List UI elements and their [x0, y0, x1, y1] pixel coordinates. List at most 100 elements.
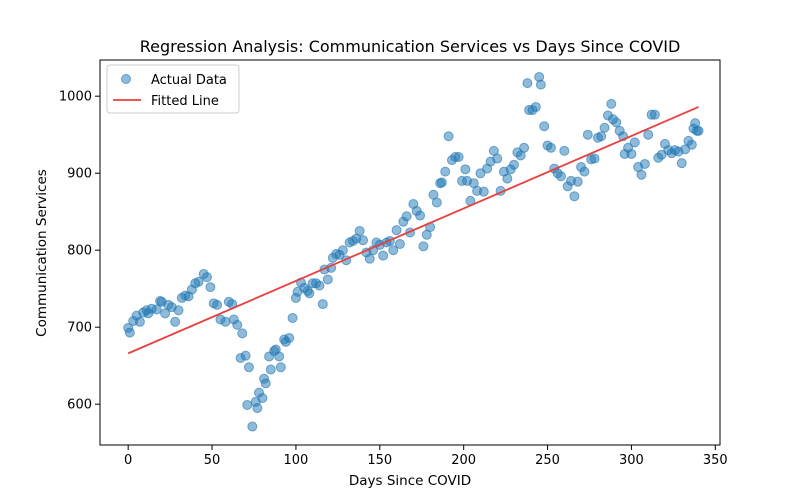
- legend-label-actual-data: Actual Data: [151, 73, 227, 88]
- data-point: [220, 316, 231, 327]
- data-point: [492, 153, 503, 164]
- data-point: [636, 169, 647, 180]
- data-point: [151, 304, 162, 315]
- data-point: [418, 241, 429, 252]
- x-tick-label: 250: [535, 453, 560, 468]
- data-point: [569, 191, 580, 202]
- data-point: [415, 210, 426, 221]
- data-point: [611, 117, 622, 128]
- data-point: [257, 393, 268, 404]
- y-tick-label: 1000: [59, 90, 92, 105]
- data-point: [629, 137, 640, 148]
- data-point: [431, 197, 442, 208]
- data-point: [240, 350, 251, 361]
- legend-scatter-marker: [121, 74, 131, 84]
- data-point: [680, 144, 691, 155]
- chart-title: Regression Analysis: Communication Servi…: [140, 37, 681, 56]
- data-point: [314, 280, 325, 291]
- data-point: [596, 131, 607, 142]
- data-point: [274, 351, 285, 362]
- data-point: [649, 109, 660, 120]
- data-point: [337, 245, 348, 256]
- data-point: [322, 274, 333, 285]
- data-point: [364, 253, 375, 264]
- data-point: [391, 225, 402, 236]
- data-point: [378, 250, 389, 261]
- data-point: [555, 171, 566, 182]
- data-point: [693, 125, 704, 136]
- data-point: [582, 129, 593, 140]
- data-point: [252, 403, 263, 414]
- y-tick-label: 600: [67, 398, 92, 413]
- legend: Actual Data Fitted Line: [106, 64, 240, 114]
- data-point: [443, 131, 454, 142]
- data-point: [287, 312, 298, 323]
- data-point: [535, 79, 546, 90]
- data-point: [284, 332, 295, 343]
- data-point: [232, 319, 243, 330]
- x-tick-label: 200: [451, 453, 476, 468]
- data-point: [475, 168, 486, 179]
- y-tick-label: 900: [67, 167, 92, 182]
- plot-area: [123, 71, 704, 432]
- data-point: [388, 245, 399, 256]
- x-tick-label: 0: [124, 453, 132, 468]
- data-point: [243, 362, 254, 373]
- data-point: [579, 166, 590, 177]
- data-point: [502, 173, 513, 184]
- data-point: [572, 176, 583, 187]
- x-tick-label: 150: [367, 453, 392, 468]
- x-tick-label: 50: [204, 453, 221, 468]
- data-point: [453, 152, 464, 163]
- data-point: [589, 153, 600, 164]
- data-point: [530, 101, 541, 112]
- data-point: [509, 159, 519, 170]
- x-tick-label: 300: [619, 453, 644, 468]
- data-point: [626, 148, 637, 159]
- data-point: [519, 142, 530, 153]
- data-point: [394, 239, 405, 250]
- y-tick-label: 800: [67, 244, 92, 259]
- data-point: [212, 299, 223, 310]
- legend-box: [106, 64, 240, 114]
- data-point: [237, 328, 248, 339]
- data-point: [247, 421, 258, 432]
- data-point: [522, 78, 533, 89]
- data-point: [656, 149, 667, 160]
- data-point: [173, 305, 184, 316]
- data-point: [134, 316, 145, 327]
- data-point: [676, 158, 687, 169]
- data-point: [205, 282, 216, 293]
- x-tick-label: 350: [703, 453, 728, 468]
- data-point: [317, 299, 328, 310]
- legend-label-fitted-line: Fitted Line: [151, 94, 219, 109]
- axes-frame: [99, 59, 721, 446]
- y-axis-label: Communication Services: [34, 169, 50, 337]
- data-point: [460, 164, 471, 175]
- data-point: [160, 308, 171, 319]
- y-tick-label: 700: [67, 321, 92, 336]
- data-point: [478, 186, 489, 197]
- data-point: [559, 145, 570, 156]
- data-point: [686, 139, 697, 150]
- data-point: [436, 177, 447, 188]
- data-point: [170, 316, 181, 327]
- data-point: [599, 122, 610, 133]
- x-tick-label: 100: [284, 453, 309, 468]
- data-point: [265, 364, 276, 375]
- data-point: [354, 225, 365, 236]
- data-point: [202, 272, 213, 283]
- data-point: [242, 399, 253, 410]
- data-point: [275, 362, 286, 373]
- axes: 0 50 100 150 200 250 300 350 600 700 800 900 1000: [59, 59, 728, 468]
- data-point: [260, 378, 271, 389]
- data-point: [401, 211, 412, 222]
- data-point: [545, 142, 556, 153]
- data-point: [358, 235, 369, 246]
- x-axis-label: Days Since COVID: [349, 473, 471, 489]
- data-point: [124, 327, 135, 338]
- fitted-line: [127, 106, 699, 355]
- data-point: [606, 98, 617, 109]
